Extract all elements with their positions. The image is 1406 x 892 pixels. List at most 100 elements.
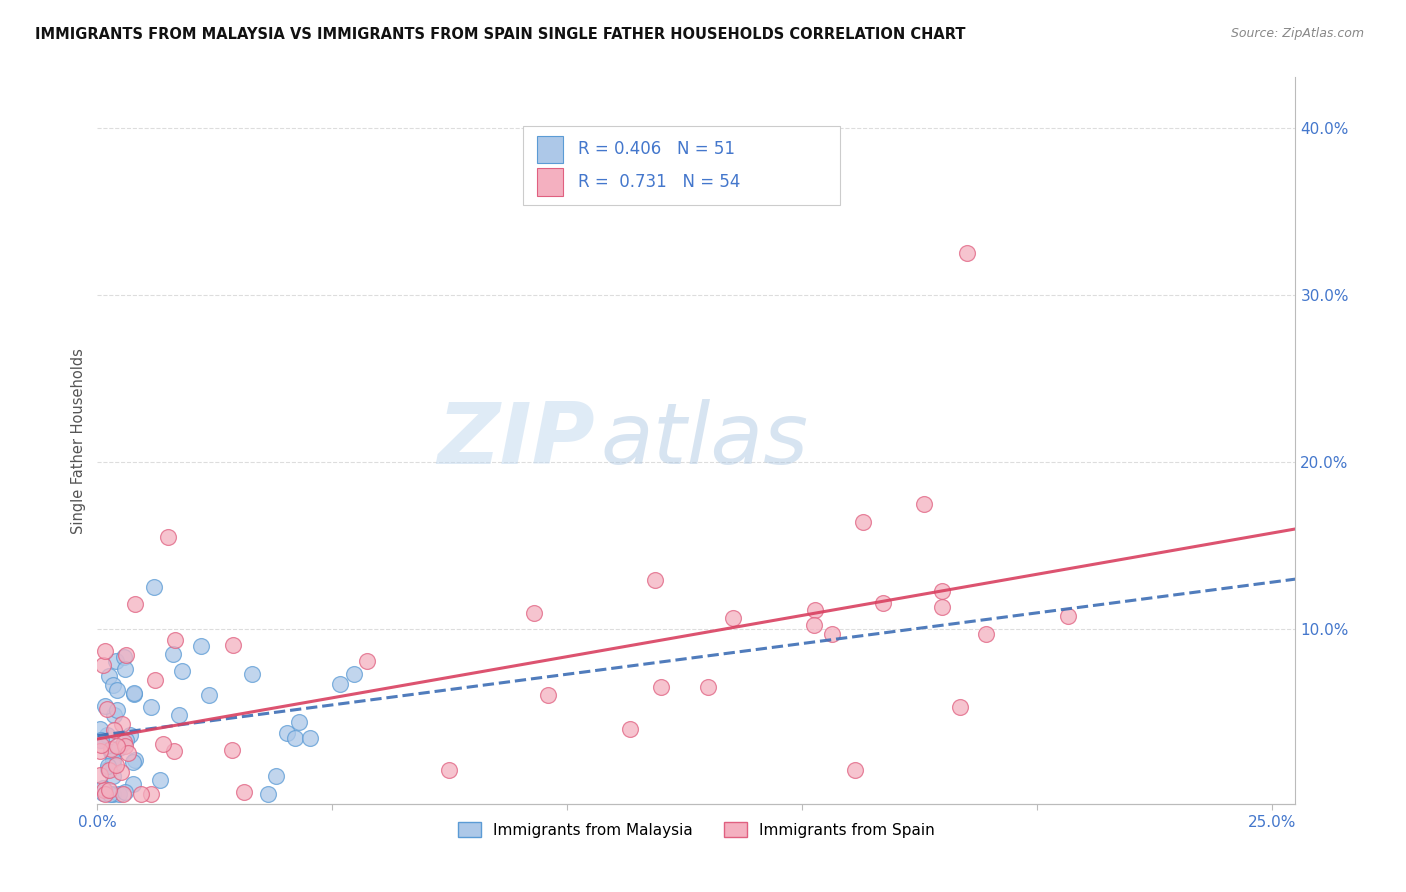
- Point: [356, 654, 378, 668]
- Point: [117, 746, 139, 760]
- Point: [114, 648, 136, 662]
- Point: [110, 717, 132, 731]
- Point: [129, 787, 152, 801]
- Text: ZIP: ZIP: [437, 400, 595, 483]
- Point: [1056, 608, 1078, 623]
- Point: [256, 787, 278, 801]
- Y-axis label: Single Father Households: Single Father Households: [72, 348, 86, 533]
- Point: [107, 741, 129, 756]
- Point: [107, 787, 129, 801]
- Point: [852, 515, 875, 529]
- Point: [91, 657, 114, 672]
- Point: [162, 647, 184, 661]
- Point: [89, 722, 111, 736]
- Point: [124, 753, 146, 767]
- Text: R =  0.731   N = 54: R = 0.731 N = 54: [578, 173, 740, 191]
- Point: [974, 626, 997, 640]
- Point: [118, 728, 141, 742]
- Point: [103, 708, 125, 723]
- FancyBboxPatch shape: [523, 126, 841, 204]
- Point: [141, 787, 163, 801]
- Point: [197, 688, 219, 702]
- Point: [93, 699, 115, 714]
- Point: [931, 583, 953, 598]
- Point: [112, 650, 135, 665]
- Point: [89, 768, 111, 782]
- Point: [101, 787, 124, 801]
- Point: [803, 617, 825, 632]
- Point: [103, 758, 125, 772]
- Point: [163, 744, 186, 758]
- Point: [100, 745, 122, 759]
- Point: [139, 699, 162, 714]
- Point: [89, 744, 111, 758]
- Point: [821, 627, 844, 641]
- Point: [190, 639, 212, 653]
- Point: [112, 787, 135, 801]
- Text: atlas: atlas: [600, 400, 808, 483]
- Point: [100, 742, 122, 756]
- Point: [114, 733, 136, 747]
- Point: [650, 681, 672, 695]
- Point: [97, 764, 120, 778]
- Point: [101, 678, 124, 692]
- Text: IMMIGRANTS FROM MALAYSIA VS IMMIGRANTS FROM SPAIN SINGLE FATHER HOUSEHOLDS CORRE: IMMIGRANTS FROM MALAYSIA VS IMMIGRANTS F…: [35, 27, 966, 42]
- Point: [114, 785, 136, 799]
- Point: [90, 732, 112, 747]
- Point: [343, 667, 366, 681]
- FancyBboxPatch shape: [537, 169, 564, 196]
- Point: [114, 662, 136, 676]
- Text: Source: ZipAtlas.com: Source: ZipAtlas.com: [1230, 27, 1364, 40]
- Point: [112, 735, 135, 749]
- Point: [142, 580, 165, 594]
- Point: [122, 687, 145, 701]
- Point: [523, 606, 546, 620]
- Point: [103, 723, 125, 738]
- Point: [114, 739, 136, 754]
- Point: [98, 669, 121, 683]
- Point: [105, 683, 128, 698]
- Point: [93, 783, 115, 797]
- Point: [299, 731, 322, 745]
- Point: [89, 732, 111, 747]
- Point: [91, 786, 114, 800]
- Point: [105, 739, 128, 754]
- Point: [124, 597, 146, 611]
- Legend: Immigrants from Malaysia, Immigrants from Spain: Immigrants from Malaysia, Immigrants fro…: [453, 815, 941, 844]
- Point: [110, 764, 132, 779]
- Point: [122, 777, 145, 791]
- Point: [104, 758, 127, 772]
- Point: [931, 599, 953, 614]
- Point: [156, 530, 179, 544]
- Point: [284, 731, 307, 746]
- Point: [97, 762, 120, 776]
- Point: [97, 758, 120, 772]
- Point: [221, 638, 243, 652]
- Point: [844, 763, 866, 777]
- Point: [122, 755, 145, 769]
- Point: [804, 603, 827, 617]
- FancyBboxPatch shape: [537, 136, 564, 163]
- Point: [98, 787, 121, 801]
- Point: [723, 610, 745, 624]
- Point: [105, 703, 128, 717]
- Point: [149, 772, 172, 787]
- Point: [264, 769, 287, 783]
- Point: [955, 246, 977, 260]
- Point: [96, 702, 118, 716]
- Point: [94, 787, 117, 801]
- Point: [101, 753, 124, 767]
- Point: [145, 673, 167, 688]
- Point: [242, 667, 264, 681]
- Point: [104, 654, 127, 668]
- Point: [644, 573, 666, 587]
- Point: [619, 722, 641, 736]
- Point: [697, 681, 720, 695]
- Point: [103, 769, 125, 783]
- Point: [872, 596, 894, 610]
- Point: [91, 780, 114, 795]
- Text: R = 0.406   N = 51: R = 0.406 N = 51: [578, 140, 735, 159]
- Point: [152, 737, 174, 751]
- Point: [288, 714, 311, 729]
- Point: [97, 782, 120, 797]
